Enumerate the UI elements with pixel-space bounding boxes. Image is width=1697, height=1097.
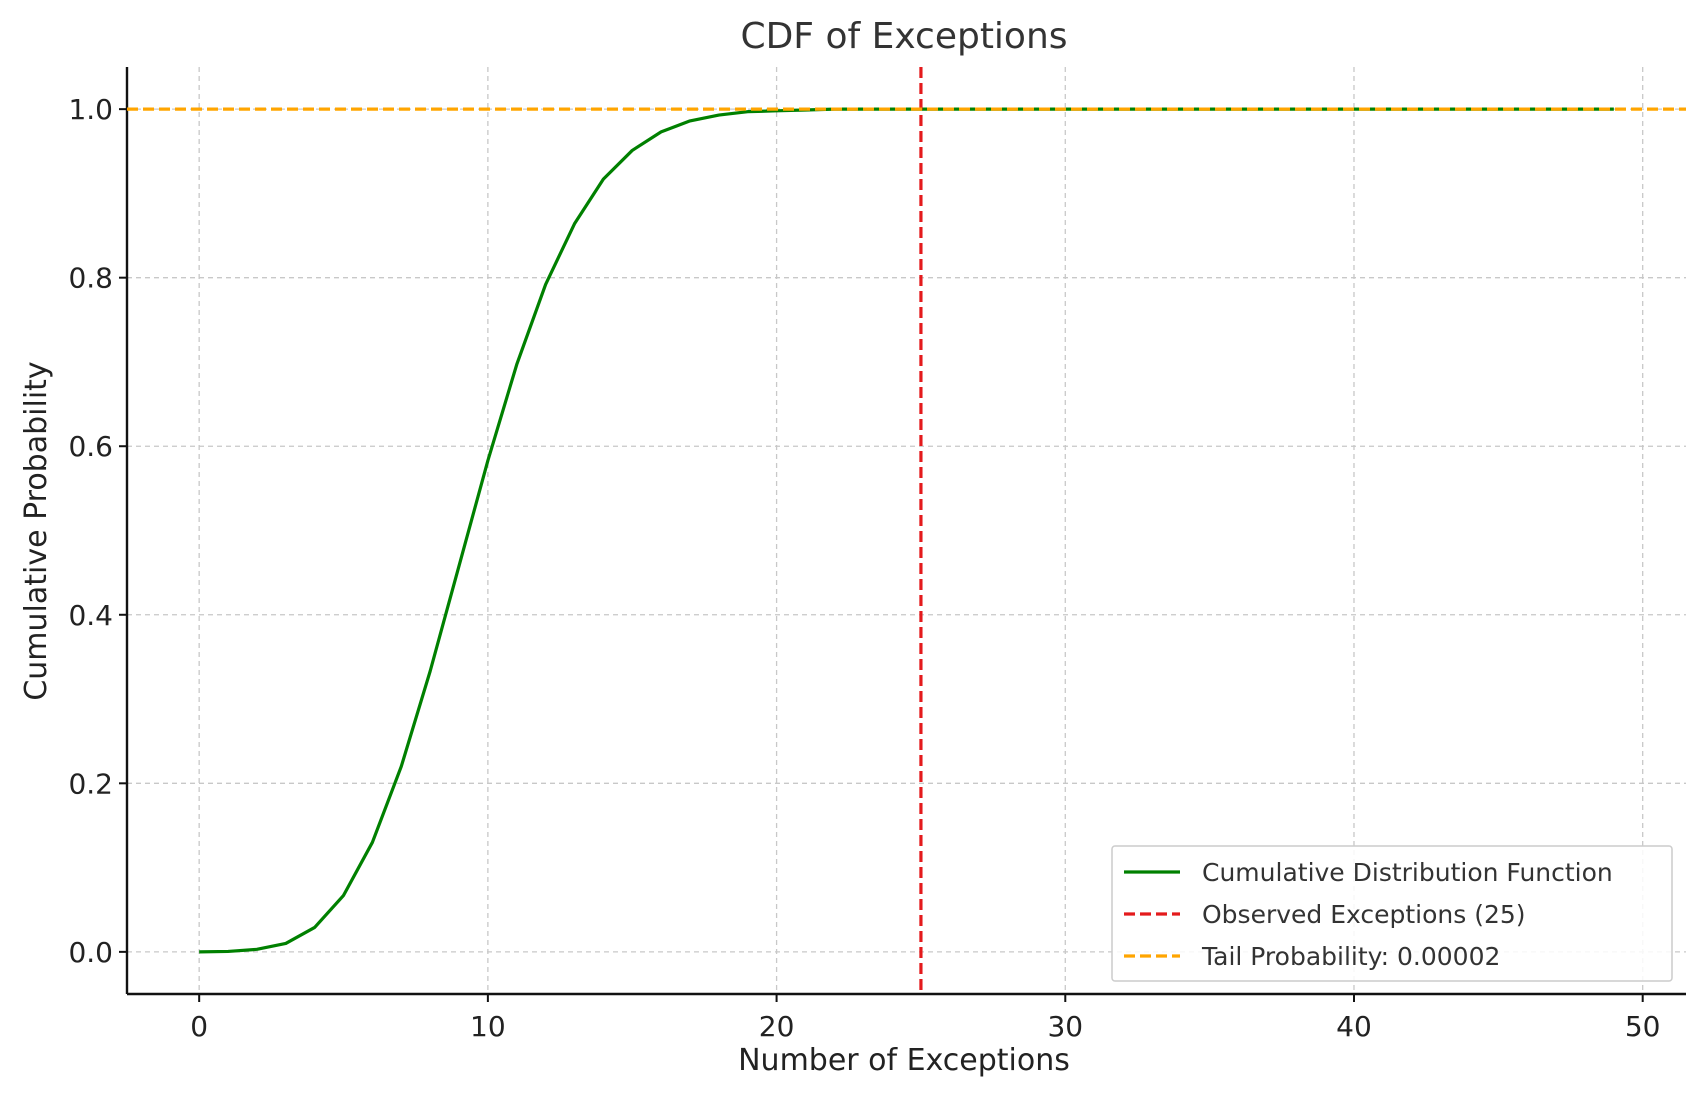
axes-layer (125, 67, 1686, 996)
x-tick-label: 50 (1625, 1010, 1661, 1043)
x-tick-label: 20 (759, 1010, 795, 1043)
y-tick-label: 0.2 (68, 767, 113, 800)
legend-box (1111, 845, 1673, 982)
legend-entry-label: Tail Probability: 0.00002 (1201, 942, 1500, 971)
legend-entry-label: Observed Exceptions (25) (1202, 900, 1526, 929)
legend-entry-label: Cumulative Distribution Function (1202, 858, 1613, 887)
y-tick-label: 0.6 (68, 430, 113, 463)
x-tick-label: 40 (1336, 1010, 1372, 1043)
y-tick-label: 1.0 (68, 93, 113, 126)
ticks-layer: 0 10 20 30 40 50 0.0 0.2 0.4 0.6 0.8 1.0 (68, 93, 1660, 1043)
y-tick-label: 0.0 (68, 936, 113, 969)
x-tick-label: 30 (1047, 1010, 1083, 1043)
chart-title: CDF of Exceptions (740, 16, 1067, 57)
y-axis-label: Cumulative Probability (19, 361, 54, 700)
y-tick-label: 0.4 (68, 599, 113, 632)
legend: Cumulative Distribution Function Observed… (1111, 845, 1673, 982)
y-tick-label: 0.8 (68, 262, 113, 295)
x-tick-label: 10 (470, 1010, 506, 1043)
x-tick-label: 0 (190, 1010, 208, 1043)
x-axis-label: Number of Exceptions (738, 1043, 1070, 1078)
series-layer (127, 67, 1686, 994)
cdf-line (199, 107, 1614, 954)
